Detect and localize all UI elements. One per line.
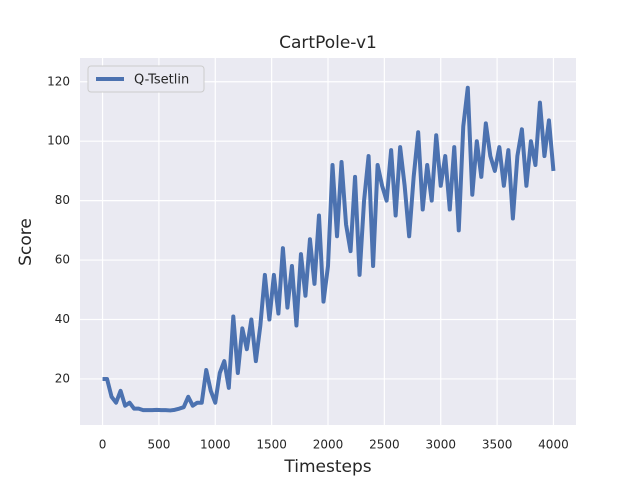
x-tick-label: 2000 xyxy=(313,438,344,452)
data-line xyxy=(102,85,556,413)
x-tick-label: 4000 xyxy=(538,438,569,452)
y-tick-label: 80 xyxy=(55,193,70,207)
x-tick-label: 3500 xyxy=(482,438,513,452)
x-axis-label: Timesteps xyxy=(283,457,371,477)
x-tick-label: 1000 xyxy=(200,438,231,452)
y-axis-label: Score xyxy=(16,218,36,266)
chart-title: CartPole-v1 xyxy=(279,33,377,53)
y-tick-label: 20 xyxy=(55,371,70,385)
legend-box xyxy=(87,65,205,93)
y-tick-label: 40 xyxy=(55,312,70,326)
x-tick-label: 3000 xyxy=(425,438,456,452)
y-tick-label: 100 xyxy=(47,134,70,148)
x-tick-label: 500 xyxy=(147,438,170,452)
y-tick-label: 60 xyxy=(55,253,70,267)
y-tick-label: 120 xyxy=(47,74,70,88)
x-tick-label: 2500 xyxy=(369,438,400,452)
x-tick-label: 1500 xyxy=(256,438,287,452)
legend-label: Q-Tsetlin xyxy=(134,73,189,88)
x-tick-label: 0 xyxy=(99,438,107,452)
